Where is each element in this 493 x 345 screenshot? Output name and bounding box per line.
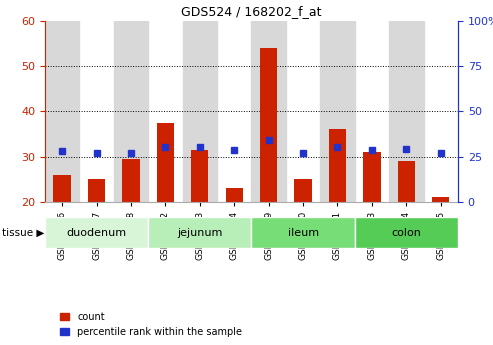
Bar xyxy=(191,150,209,202)
Bar xyxy=(398,161,415,202)
Text: ileum: ileum xyxy=(287,228,318,238)
Bar xyxy=(226,188,243,202)
Bar xyxy=(355,217,458,248)
Bar xyxy=(260,48,277,202)
Bar xyxy=(251,21,286,202)
Bar xyxy=(45,217,148,248)
Bar xyxy=(157,122,174,202)
Bar xyxy=(294,179,312,202)
Text: tissue ▶: tissue ▶ xyxy=(2,228,45,238)
Bar xyxy=(389,21,423,202)
Bar xyxy=(320,21,354,202)
Bar xyxy=(148,217,251,248)
Text: duodenum: duodenum xyxy=(67,228,127,238)
Bar xyxy=(53,175,70,202)
Bar xyxy=(182,21,217,202)
Bar xyxy=(251,217,355,248)
Title: GDS524 / 168202_f_at: GDS524 / 168202_f_at xyxy=(181,5,321,18)
Legend: count, percentile rank within the sample: count, percentile rank within the sample xyxy=(60,312,242,337)
Bar xyxy=(114,21,148,202)
Text: jejunum: jejunum xyxy=(177,228,222,238)
Text: colon: colon xyxy=(391,228,422,238)
Bar xyxy=(329,129,346,202)
Bar xyxy=(45,21,79,202)
Bar xyxy=(363,152,381,202)
Bar xyxy=(88,179,105,202)
Bar xyxy=(432,197,450,202)
Bar xyxy=(122,159,140,202)
